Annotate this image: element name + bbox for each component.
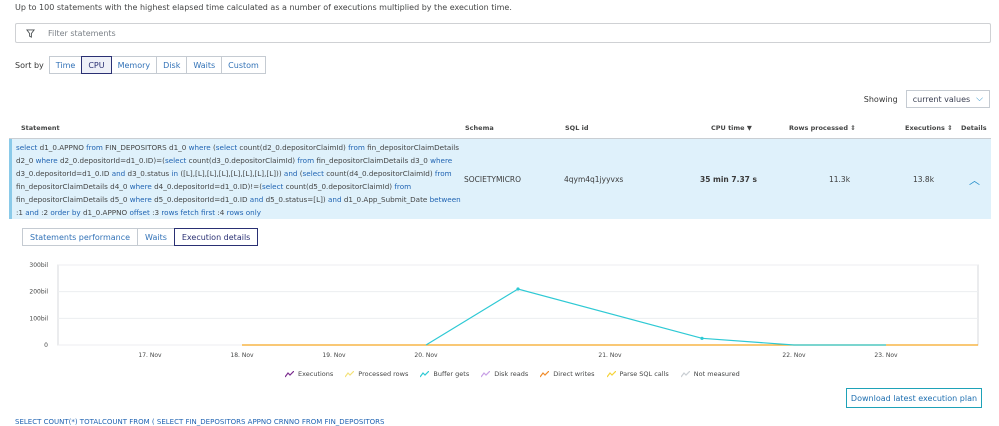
filter-icon [16,28,44,38]
filter-input[interactable]: Filter statements [15,23,991,43]
next-statement-row[interactable]: SELECT COUNT(*) TOTALCOUNT FROM ( SELECT… [15,418,385,426]
sort-memory-button[interactable]: Memory [110,56,158,74]
col-sqlid[interactable]: SQL id [565,124,589,132]
tab-execution-details[interactable]: Execution details [173,228,259,246]
x-tick-label: 19. Nov [322,352,346,359]
sort-cpu-button[interactable]: CPU [81,56,112,74]
executions-cell: 13.8k [913,175,935,184]
tab-statements-performance[interactable]: Statements performance [22,228,139,246]
col-rows-processed[interactable]: Rows processed ⇕ [789,124,856,132]
chart-frame [57,264,979,346]
x-tick-label: 18. Nov [230,352,254,359]
legend-label: Buffer gets [433,370,470,378]
tab-waits[interactable]: Waits [137,228,175,246]
x-tick-label: 17. Nov [138,352,162,359]
y-tick-label: 0 [44,342,48,349]
sort-time-button[interactable]: Time [48,56,83,74]
execution-chart: 17. Nov 18. Nov 19. Nov 20. Nov 21. Nov 22. N… [29,262,979,359]
sort-waits-button[interactable]: Waits [186,56,223,74]
col-executions[interactable]: Executions ⇕ [905,124,953,132]
col-schema[interactable]: Schema [465,124,494,132]
y-tick-label: 200bil [29,289,48,296]
showing-label: Showing [863,94,898,104]
rows-processed-cell: 11.3k [829,175,851,184]
col-details: Details [961,124,987,132]
statement-text: select d1_0.APPNO from FIN_DEPOSITORS d1… [16,143,461,218]
x-tick-label: 21. Nov [598,352,622,359]
legend-item[interactable]: Executions [285,370,333,378]
col-cputime[interactable]: CPU time ▼ [711,124,752,132]
y-tick-label: 300bil [29,262,48,269]
legend-label: Not measured [693,370,740,378]
sort-bar: Sort by Time CPU Memory Disk Waits Custo… [15,56,266,74]
download-execution-plan-button[interactable]: Download latest execution plan [846,388,982,408]
data-point [700,336,704,340]
showing-select[interactable]: current values ⌵ [905,90,990,108]
legend-item[interactable]: Parse SQL calls [606,370,669,378]
sort-disk-button[interactable]: Disk [156,56,188,74]
sort-custom-button[interactable]: Custom [221,56,266,74]
legend-item[interactable]: Direct writes [540,370,595,378]
legend-item[interactable]: Disk reads [481,370,528,378]
chevron-down-icon: ⌵ [976,94,983,104]
legend-label: Parse SQL calls [619,370,669,378]
data-point [516,287,520,291]
col-statement[interactable]: Statement [21,124,60,132]
showing-control: Showing current values ⌵ [864,90,990,108]
legend-item[interactable]: Processed rows [345,370,408,378]
legend-item[interactable]: Buffer gets [420,370,469,378]
legend-item[interactable]: Not measured [680,370,740,378]
chart-legend: Executions Processed rows Buffer gets Disk … [285,370,752,378]
chevron-up-icon[interactable]: ︿ [969,174,980,187]
legend-label: Direct writes [553,370,595,378]
filter-placeholder: Filter statements [48,28,116,38]
x-tick-label: 22. Nov [782,352,806,359]
legend-label: Disk reads [494,370,529,378]
table-row[interactable]: select d1_0.APPNO from FIN_DEPOSITORS d1… [9,139,991,219]
page-description: Up to 100 statements with the highest el… [15,3,512,12]
legend-label: Executions [298,370,334,378]
table-header: Statement Schema SQL id CPU time ▼ Rows … [9,119,991,139]
schema-cell: SOCIETYMICRO [464,175,522,184]
detail-tabs: Statements performance Waits Execution d… [22,228,259,246]
showing-value: current values [912,94,971,104]
y-tick-label: 100bil [29,315,48,322]
sqlid-cell: 4qym4q1jyyvxs [564,175,624,184]
legend-label: Processed rows [358,370,409,378]
series-line-buffer-gets [425,288,886,346]
x-tick-label: 23. Nov [874,352,898,359]
sort-label: Sort by [15,60,44,70]
cputime-cell: 35 min 7.37 s [700,175,757,184]
x-tick-label: 20. Nov [414,352,438,359]
